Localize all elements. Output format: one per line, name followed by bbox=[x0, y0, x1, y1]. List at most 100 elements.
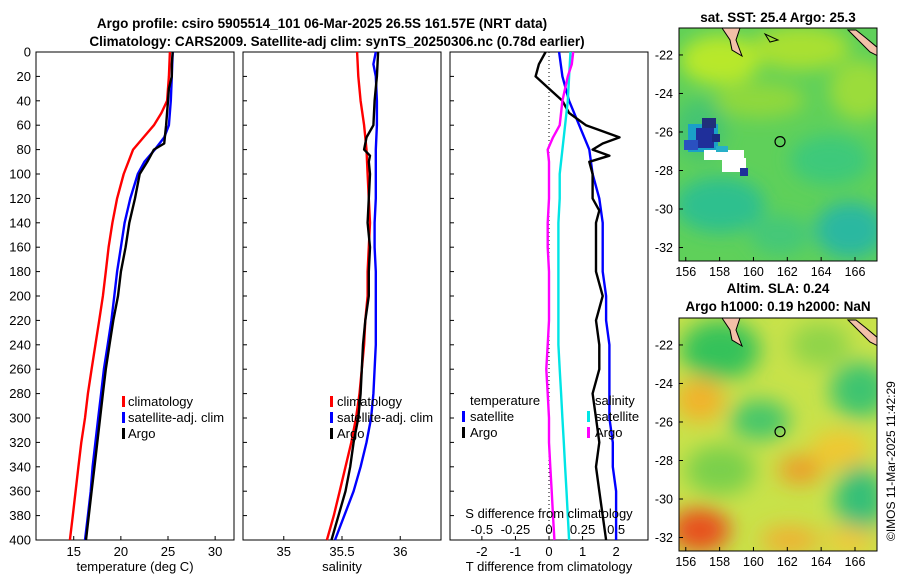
legend-swatch-sal-argo bbox=[587, 427, 590, 438]
difference-plot: -2 -1 0 1 2-0.5 -0.25 0 0.25 0.5 bbox=[471, 51, 625, 559]
map-y-tick-label: -28 bbox=[655, 454, 673, 468]
temperature-plot: 15 20 25 30 bbox=[66, 51, 222, 559]
map-y-tick-label: -22 bbox=[655, 338, 673, 352]
map-x-tick-label: 164 bbox=[811, 265, 832, 279]
depth-tick-label: 100 bbox=[9, 167, 31, 182]
map-x-tick-label: 160 bbox=[743, 265, 764, 279]
x-tick-label: 36 bbox=[393, 544, 407, 559]
map-x-tick-label: 164 bbox=[811, 555, 832, 569]
legend-swatch-temp-argo bbox=[462, 427, 465, 438]
series-argo bbox=[84, 51, 174, 541]
map-x-tick-label: 162 bbox=[777, 555, 798, 569]
legend-label-satellite: satellite-adj. clim bbox=[337, 410, 433, 425]
depth-tick-label: 320 bbox=[9, 435, 31, 450]
difference-legend: temperature satellite Argo salinity sate… bbox=[462, 393, 639, 440]
top-tick-label: 0.25 bbox=[570, 522, 595, 537]
series-argo bbox=[330, 51, 380, 541]
depth-tick-label: 120 bbox=[9, 191, 31, 206]
legend-label-climatology: climatology bbox=[128, 394, 194, 409]
top-tick-label: -0.5 bbox=[471, 522, 493, 537]
temperature-legend: climatology satellite-adj. clim Argo bbox=[122, 394, 224, 441]
sla-map-title-2: Argo h1000: 0.19 h2000: NaN bbox=[685, 299, 870, 314]
depth-tick-label: 80 bbox=[17, 142, 31, 157]
depth-tick-label: 240 bbox=[9, 337, 31, 352]
legend-swatch-climatology bbox=[122, 396, 125, 407]
legend-label-argo: Argo bbox=[128, 426, 155, 441]
series-salinity-satellite bbox=[557, 51, 572, 541]
depth-tick-label: 140 bbox=[9, 215, 31, 230]
x-tick-label: -2 bbox=[476, 544, 488, 559]
sst-argo-location-marker bbox=[774, 136, 786, 148]
depth-tick-label: 360 bbox=[9, 484, 31, 499]
series-temperature-satellite bbox=[557, 51, 618, 540]
depth-tick-label: 260 bbox=[9, 362, 31, 377]
legend-label-argo: Argo bbox=[337, 426, 364, 441]
temperature-xlabel: temperature (deg C) bbox=[76, 559, 193, 574]
temperature-panel bbox=[35, 51, 235, 541]
depth-axis: 0 20 40 60 80 100 120 140 160 180 200 220 240 260 280 3… bbox=[9, 45, 454, 548]
imos-stamp: ©IMOS 11-Mar-2025 11:42:29 bbox=[884, 381, 898, 541]
series-satellite-adj-clim bbox=[333, 51, 379, 541]
sst-map-title: sat. SST: 25.4 Argo: 25.3 bbox=[700, 10, 856, 25]
sdiff-xlabel: S difference from climatology bbox=[465, 506, 633, 521]
map-x-tick-label: 158 bbox=[709, 265, 730, 279]
map-y-tick-label: -24 bbox=[655, 377, 673, 391]
depth-tick-label: 160 bbox=[9, 240, 31, 255]
legend-label-climatology: climatology bbox=[337, 394, 403, 409]
map-y-tick-label: -26 bbox=[655, 125, 673, 139]
legend-swatch-argo bbox=[122, 428, 125, 439]
map-x-tick-label: 162 bbox=[777, 265, 798, 279]
map-y-tick-label: -32 bbox=[655, 241, 673, 255]
x-tick-label: 35.5 bbox=[329, 544, 354, 559]
depth-tick-label: 20 bbox=[17, 69, 31, 84]
legend-title-salinity: salinity bbox=[595, 393, 635, 408]
depth-tick-label: 180 bbox=[9, 264, 31, 279]
legend-label-temp-argo: Argo bbox=[470, 425, 497, 440]
map-y-tick-label: -28 bbox=[655, 164, 673, 178]
sla-argo-location-marker bbox=[774, 426, 786, 438]
depth-tick-label: 40 bbox=[17, 93, 31, 108]
tdiff-xlabel: T difference from climatology bbox=[466, 559, 633, 574]
salinity-plot: 35 35.5 36 bbox=[277, 51, 407, 559]
x-tick-label: 30 bbox=[208, 544, 222, 559]
x-tick-label: 0 bbox=[545, 544, 552, 559]
title-line-2: Climatology: CARS2009. Satellite-adj cli… bbox=[89, 34, 584, 49]
x-tick-label: 35 bbox=[277, 544, 291, 559]
salinity-panel bbox=[242, 51, 442, 541]
salinity-xlabel: salinity bbox=[322, 559, 362, 574]
x-tick-label: 2 bbox=[613, 544, 620, 559]
sla-map-axes: 156 158 160 162 164 166 -22 -24 -26 -28 -30 -32 bbox=[655, 338, 866, 569]
legend-title-temperature: temperature bbox=[470, 393, 540, 408]
map-y-tick-label: -22 bbox=[655, 48, 673, 62]
sla-map-title-1: Altim. SLA: 0.24 bbox=[727, 281, 830, 296]
x-tick-label: 20 bbox=[114, 544, 128, 559]
legend-label-sal-argo: Argo bbox=[595, 425, 622, 440]
x-tick-label: -1 bbox=[510, 544, 522, 559]
depth-tick-label: 300 bbox=[9, 411, 31, 426]
series-temperature-argo bbox=[534, 51, 621, 541]
title-line-1: Argo profile: csiro 5905514_101 06-Mar-2… bbox=[97, 16, 547, 31]
sst-map-axes: 156 158 160 162 164 166 -22 -24 -26 -28 -30 -32 bbox=[655, 48, 866, 279]
x-tick-label: 1 bbox=[579, 544, 586, 559]
depth-tick-label: 220 bbox=[9, 313, 31, 328]
depth-tick-label: 0 bbox=[24, 45, 31, 60]
sla-map-frame bbox=[678, 317, 878, 552]
series-salinity-argo bbox=[545, 51, 575, 541]
legend-swatch-sal-satellite bbox=[587, 411, 590, 422]
map-y-tick-label: -26 bbox=[655, 415, 673, 429]
depth-tick-label: 400 bbox=[9, 533, 31, 548]
salinity-legend: climatology satellite-adj. clim Argo bbox=[330, 394, 433, 441]
depth-tick-label: 60 bbox=[17, 118, 31, 133]
map-x-tick-label: 166 bbox=[845, 265, 866, 279]
depth-tick-label: 280 bbox=[9, 386, 31, 401]
map-x-tick-label: 158 bbox=[709, 555, 730, 569]
map-y-tick-label: -30 bbox=[655, 493, 673, 507]
legend-swatch-argo bbox=[330, 428, 333, 439]
depth-tick-label: 380 bbox=[9, 508, 31, 523]
sla-map bbox=[679, 318, 877, 551]
legend-swatch-satellite bbox=[122, 412, 125, 423]
depth-tick-label: 340 bbox=[9, 459, 31, 474]
map-y-tick-label: -24 bbox=[655, 87, 673, 101]
map-x-tick-label: 156 bbox=[675, 265, 696, 279]
